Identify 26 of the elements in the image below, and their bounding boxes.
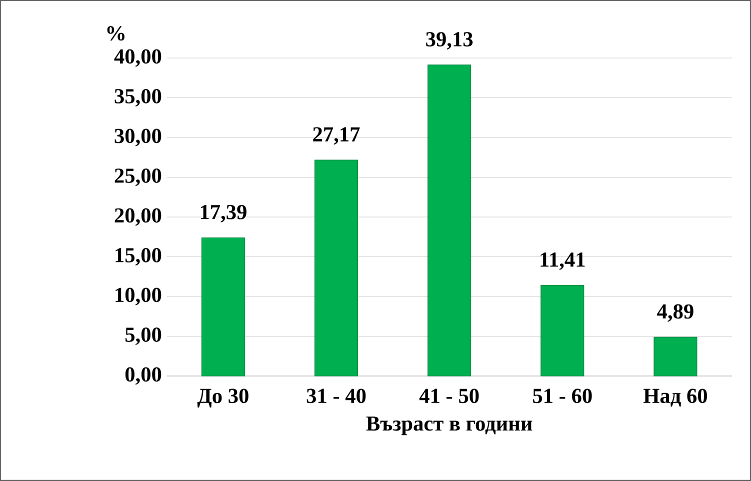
x-tick-label: 41 - 50 — [419, 388, 479, 404]
data-label: 11,41 — [540, 252, 585, 270]
y-tick-label: 0,00 — [125, 367, 162, 385]
bar — [201, 237, 245, 376]
y-axis-title: % — [107, 26, 124, 41]
y-tick-label: 25,00 — [114, 168, 162, 186]
x-tick-label: Над 60 — [643, 388, 708, 407]
x-axis-title: Възраст в години — [366, 416, 532, 436]
y-tick-label: 10,00 — [116, 288, 162, 306]
bar — [314, 160, 358, 376]
data-label: 17,39 — [200, 204, 246, 222]
y-tick-label: 40,00 — [114, 49, 162, 67]
data-label: 27,17 — [313, 127, 360, 145]
x-tick-label: 31 - 40 — [306, 388, 366, 404]
y-tick-label: 30,00 — [114, 128, 162, 146]
bar — [428, 64, 472, 376]
x-tick-label: До 30 — [197, 388, 248, 408]
y-tick-label: 5,00 — [125, 328, 162, 345]
bar — [654, 336, 698, 376]
data-label: 39,13 — [426, 32, 473, 50]
data-label: 4,89 — [657, 304, 694, 322]
y-tick-label: 20,00 — [114, 208, 162, 226]
y-tick-label: 35,00 — [114, 89, 162, 106]
y-tick-label: 15,00 — [116, 248, 162, 266]
x-tick-label: 51 - 60 — [533, 388, 592, 404]
bar — [540, 285, 584, 376]
